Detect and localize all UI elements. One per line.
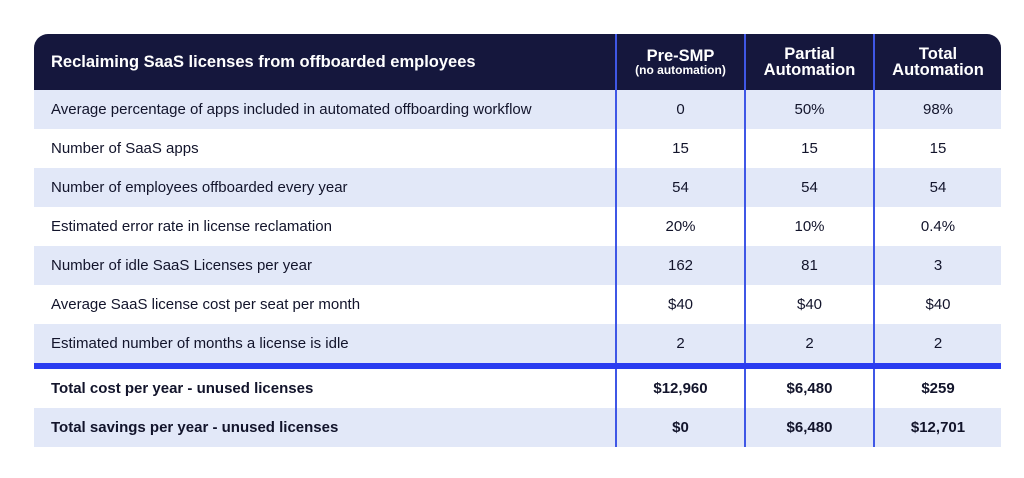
cell-pre-smp: 2 xyxy=(615,324,745,363)
row-label: Number of idle SaaS Licenses per year xyxy=(34,246,616,285)
table-row: Average percentage of apps included in a… xyxy=(34,90,1001,129)
licenses-table-container: Reclaiming SaaS licenses from offboarded… xyxy=(34,34,1001,447)
cell-total: 0.4% xyxy=(873,207,1001,246)
table-title: Reclaiming SaaS licenses from offboarded… xyxy=(34,34,616,90)
totals-row-cost: Total cost per year - unused licenses $1… xyxy=(34,369,1001,408)
total-pre-smp: $0 xyxy=(615,408,745,447)
row-label: Average percentage of apps included in a… xyxy=(34,90,616,129)
row-label: Number of SaaS apps xyxy=(34,129,616,168)
cell-partial: 10% xyxy=(744,207,874,246)
total-pre-smp: $12,960 xyxy=(615,369,745,408)
cell-partial: 50% xyxy=(744,90,874,129)
total-total: $12,701 xyxy=(873,408,1001,447)
cell-pre-smp: 54 xyxy=(615,168,745,207)
column-header-main: Partial xyxy=(784,45,835,63)
total-label: Total savings per year - unused licenses xyxy=(34,408,616,447)
table-header-row: Reclaiming SaaS licenses from offboarded… xyxy=(34,34,1001,90)
cell-total: 2 xyxy=(873,324,1001,363)
row-label: Estimated error rate in license reclamat… xyxy=(34,207,616,246)
column-header-main: Total xyxy=(918,45,958,63)
column-header-main-line2: Automation xyxy=(763,61,856,79)
column-header-main: Pre-SMP xyxy=(646,46,715,65)
column-header-sub: (no automation) xyxy=(635,62,726,77)
cell-total: 98% xyxy=(873,90,1001,129)
table-row: Average SaaS license cost per seat per m… xyxy=(34,285,1001,324)
cell-pre-smp: $40 xyxy=(615,285,745,324)
cell-pre-smp: 0 xyxy=(615,90,745,129)
licenses-table: Reclaiming SaaS licenses from offboarded… xyxy=(34,34,1001,447)
total-partial: $6,480 xyxy=(744,408,874,447)
table-row: Estimated error rate in license reclamat… xyxy=(34,207,1001,246)
table-row: Number of idle SaaS Licenses per year 16… xyxy=(34,246,1001,285)
row-label: Average SaaS license cost per seat per m… xyxy=(34,285,616,324)
cell-total: 15 xyxy=(873,129,1001,168)
divider-bar xyxy=(34,363,1001,369)
cell-total: 54 xyxy=(873,168,1001,207)
cell-total: $40 xyxy=(873,285,1001,324)
total-partial: $6,480 xyxy=(744,369,874,408)
total-label: Total cost per year - unused licenses xyxy=(34,369,616,408)
cell-pre-smp: 162 xyxy=(615,246,745,285)
column-header-partial-automation: Partial Automation xyxy=(744,34,874,90)
cell-partial: $40 xyxy=(744,285,874,324)
totals-row-savings: Total savings per year - unused licenses… xyxy=(34,408,1001,447)
cell-partial: 54 xyxy=(744,168,874,207)
cell-total: 3 xyxy=(873,246,1001,285)
column-header-total-automation: Total Automation xyxy=(873,34,1001,90)
column-header-pre-smp: Pre-SMP (no automation) xyxy=(615,34,745,90)
table-row: Estimated number of months a license is … xyxy=(34,324,1001,363)
table-row: Number of employees offboarded every yea… xyxy=(34,168,1001,207)
cell-partial: 81 xyxy=(744,246,874,285)
column-header-main-line2: Automation xyxy=(892,61,984,79)
row-label: Number of employees offboarded every yea… xyxy=(34,168,616,207)
total-total: $259 xyxy=(873,369,1001,408)
cell-partial: 2 xyxy=(744,324,874,363)
cell-pre-smp: 20% xyxy=(615,207,745,246)
cell-partial: 15 xyxy=(744,129,874,168)
row-label: Estimated number of months a license is … xyxy=(34,324,616,363)
cell-pre-smp: 15 xyxy=(615,129,745,168)
totals-divider xyxy=(34,363,1001,369)
table-row: Number of SaaS apps 15 15 15 xyxy=(34,129,1001,168)
